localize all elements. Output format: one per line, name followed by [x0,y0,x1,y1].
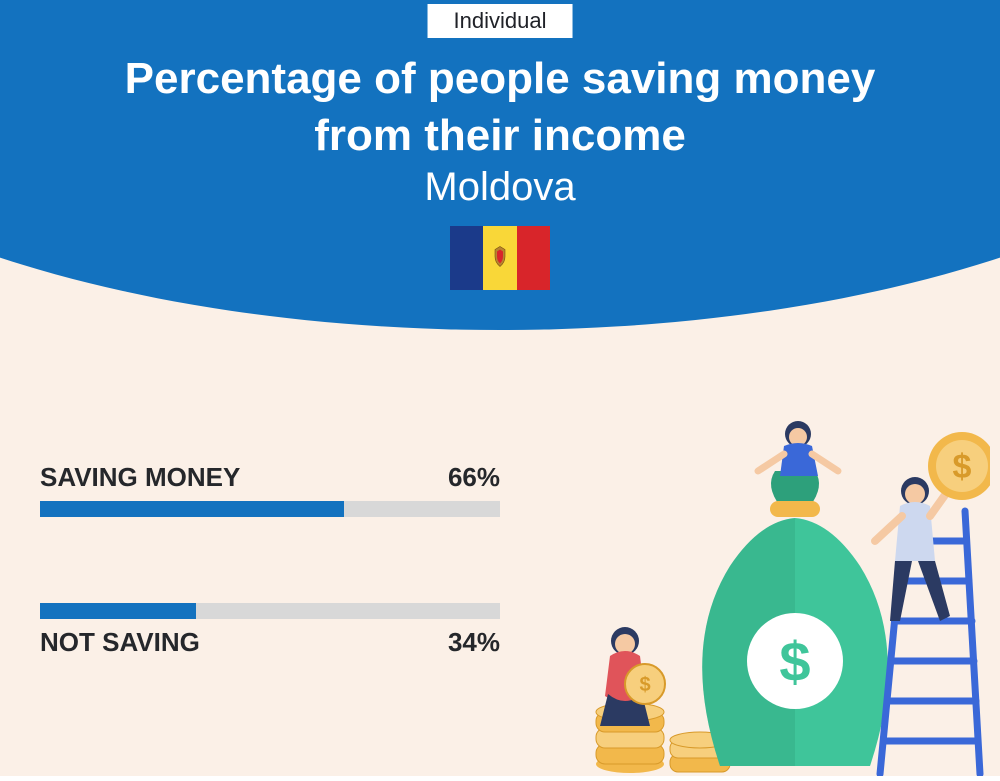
page-title: Percentage of people saving money from t… [0,50,1000,164]
bar-value: 66% [448,462,500,493]
moldova-flag [450,226,550,290]
bar-label: NOT SAVING [40,627,200,658]
bar-value: 34% [448,627,500,658]
flag-stripe-blue [450,226,483,290]
svg-text:$: $ [639,674,650,696]
person-top-icon [758,421,838,476]
savings-illustration: $ $ [570,416,990,776]
flag-stripe-yellow [483,226,516,290]
flag-stripe-red [517,226,550,290]
bars-container: SAVING MONEY 66% NOT SAVING 34% [40,462,500,744]
coin-icon: $ [928,432,990,500]
title-line1: Percentage of people saving money [125,54,876,103]
bar-track [40,603,500,619]
bar-row-notsaving: NOT SAVING 34% [40,603,500,658]
svg-text:$: $ [953,448,972,486]
title-line2: from their income [314,111,686,160]
country-name: Moldova [0,165,1000,210]
category-tag: Individual [428,4,573,38]
bar-track [40,501,500,517]
bar-fill [40,603,196,619]
person-climbing-icon [875,477,955,621]
flag-emblem-icon [491,246,509,271]
bar-row-saving: SAVING MONEY 66% [40,462,500,517]
bar-label: SAVING MONEY [40,462,240,493]
money-bag-icon: $ [702,471,888,766]
svg-text:$: $ [779,630,810,693]
bar-fill [40,501,344,517]
